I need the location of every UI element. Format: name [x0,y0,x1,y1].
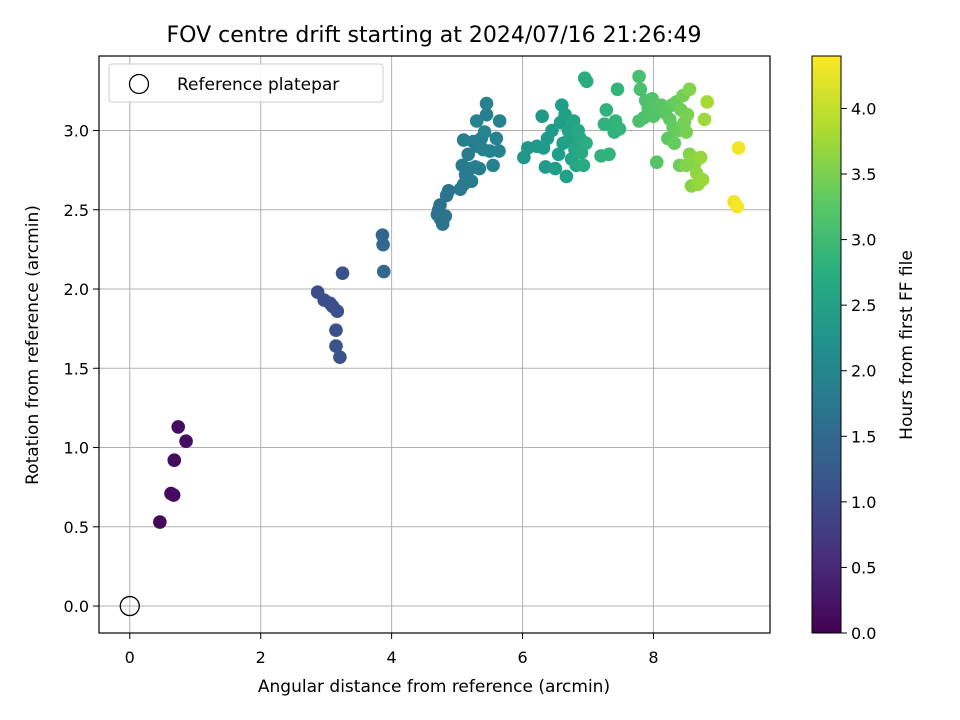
data-point [479,107,494,122]
x-axis-label: Angular distance from reference (arcmin) [258,677,610,697]
x-tick-label: 2 [256,648,266,667]
data-point [632,69,646,84]
grid [99,56,770,633]
legend-label-reference: Reference platepar [177,75,339,95]
data-point [599,103,614,117]
colorbar-tick-label: 2.0 [851,362,876,381]
chart-title: FOV centre drift starting at 2024/07/16 … [167,23,702,48]
colorbar-tick-label: 3.0 [851,231,876,250]
x-axis-ticks: 0 2 4 6 8 [125,633,659,667]
y-tick-label: 2.5 [64,201,89,220]
data-point [166,488,181,502]
data-point [551,147,566,162]
data-point [545,123,559,138]
data-point [679,158,694,173]
y-tick-label: 3.0 [64,122,89,141]
data-point [679,125,694,139]
data-point [179,434,193,448]
data-point [695,172,710,187]
y-tick-label: 1.0 [64,439,89,458]
data-point [576,158,591,173]
plot-frame [98,55,771,634]
colorbar: 0.0 0.5 1.0 1.5 2.0 2.5 3.0 3.5 4.0 Hours from f… [811,55,917,643]
y-tick-label: 1.5 [64,359,89,378]
colorbar-tick-label: 0.0 [851,624,876,643]
colorbar-gradient [811,55,842,634]
data-point [562,131,577,146]
data-point [171,420,186,434]
data-point [329,323,343,338]
data-point [461,147,476,162]
legend-marker-reference [128,73,150,95]
colorbar-tick-label: 0.5 [851,558,876,577]
data-point [730,199,745,214]
y-axis-ticks: 0.0 0.5 1.0 1.5 2.0 2.5 3.0 [64,122,99,616]
legend: Reference platepar [108,63,384,103]
data-point [579,74,594,89]
data-point [700,95,714,109]
colorbar-tick-label: 3.5 [851,165,876,184]
data-point [492,114,507,128]
colorbar-tick-label: 1.0 [851,493,876,512]
data-point [433,198,447,212]
reference-platepar-marker [119,595,140,617]
data-point [697,112,712,127]
colorbar-ticks: 0.0 0.5 1.0 1.5 2.0 2.5 3.0 3.5 4.0 [841,99,876,643]
x-tick-label: 6 [517,648,527,667]
data-point [376,264,391,279]
data-point [612,122,627,136]
data-point [329,339,343,353]
legend-box [108,63,384,103]
data-point [456,133,471,147]
data-point [649,155,664,170]
data-point [731,141,746,155]
data-point [333,350,347,364]
data-point [559,169,574,184]
data-point [433,212,448,227]
colorbar-tick-label: 2.5 [851,296,876,315]
data-point [153,515,167,529]
data-point [682,82,697,97]
y-tick-label: 2.0 [64,280,89,299]
data-point [486,158,500,173]
data-point [602,147,616,162]
data-point [464,174,479,189]
data-point [693,150,708,165]
x-tick-label: 0 [125,648,135,667]
data-point [376,237,390,252]
data-points [119,69,746,617]
data-point [472,161,487,176]
data-point [667,136,682,150]
data-point [479,96,494,111]
x-tick-label: 4 [387,648,397,667]
data-point [633,82,648,97]
data-point [330,304,345,319]
data-point [597,117,612,131]
data-point [489,131,504,146]
y-axis-label: Rotation from reference (arcmin) [23,205,43,485]
data-point [548,161,563,176]
data-point [535,109,549,124]
colorbar-tick-label: 4.0 [851,99,876,118]
data-point [477,125,492,139]
data-point [469,114,484,128]
y-tick-label: 0.0 [64,597,89,616]
data-point [167,453,182,468]
data-point [441,183,456,198]
data-point [579,136,593,150]
colorbar-label: Hours from first FF file [897,250,917,440]
y-tick-label: 0.5 [64,518,89,537]
data-point [680,107,695,122]
data-point [610,82,625,97]
colorbar-tick-label: 1.5 [851,427,876,446]
x-tick-label: 8 [648,648,658,667]
data-point [492,144,506,158]
data-point [335,266,350,280]
